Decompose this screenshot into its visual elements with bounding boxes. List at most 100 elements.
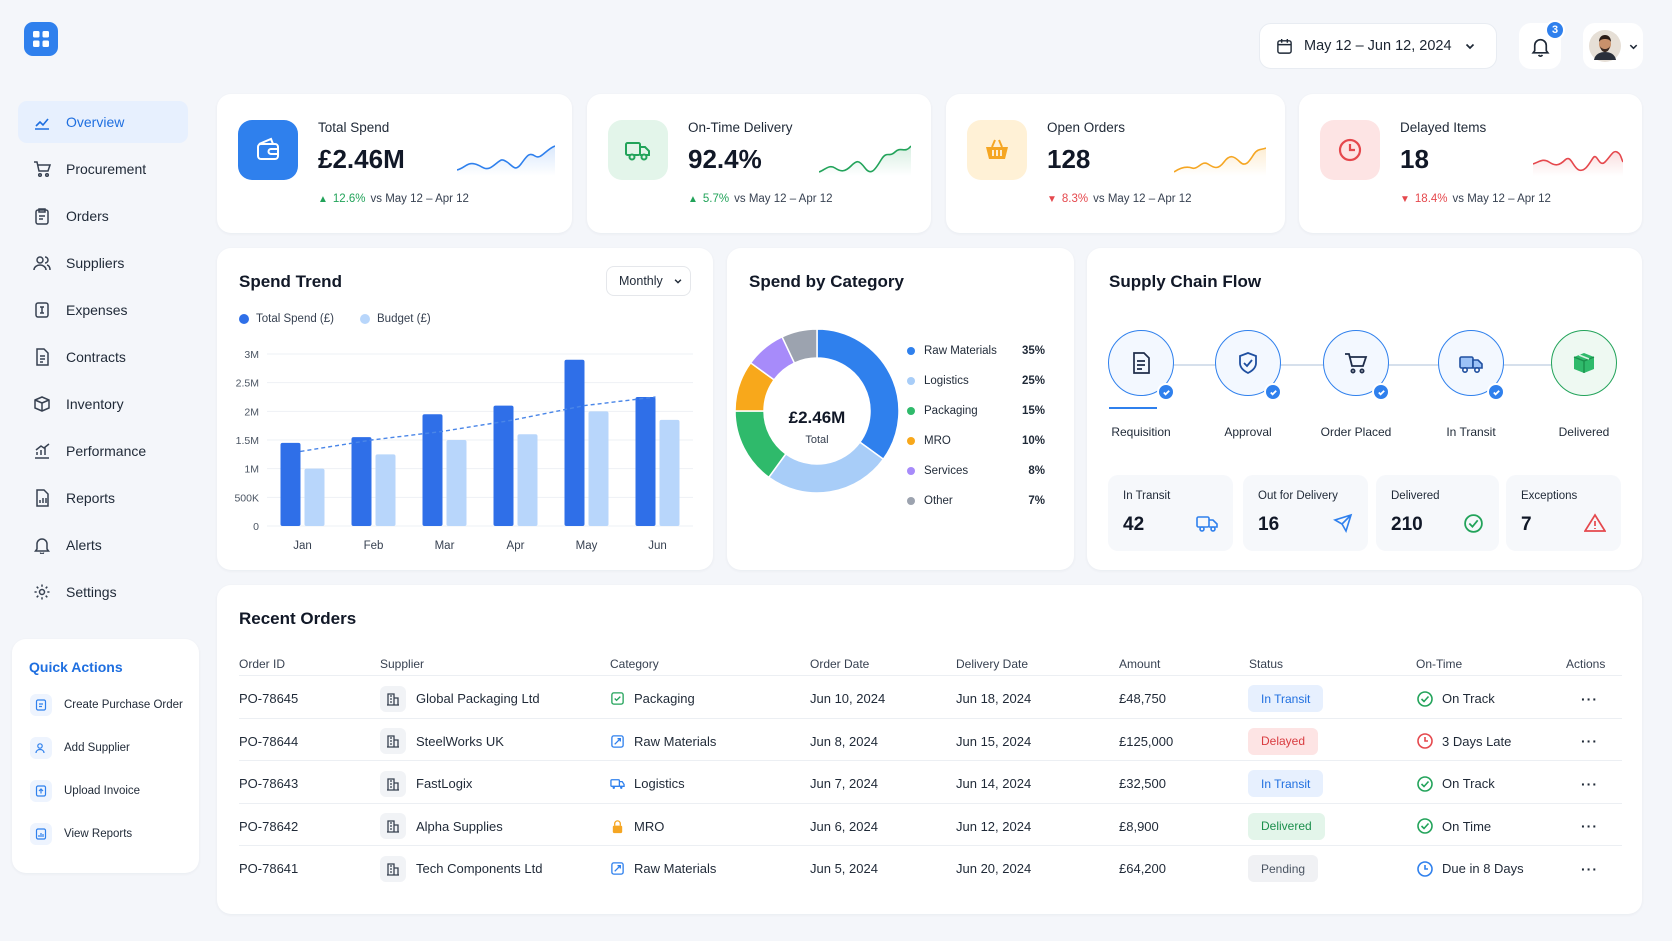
sidebar-item-overview[interactable]: Overview	[18, 101, 188, 143]
stage-requisition[interactable]	[1108, 330, 1175, 401]
stat-exceptions[interactable]: Exceptions 7	[1506, 475, 1621, 551]
recent-orders-card: Recent Orders	[217, 585, 1642, 914]
quick-action-add-supplier[interactable]: Add Supplier	[30, 737, 130, 759]
column-header-order-id[interactable]: Order ID	[239, 657, 286, 671]
stage-approval[interactable]	[1215, 330, 1282, 401]
y-tick-label: 1M	[244, 464, 259, 476]
date-range-picker[interactable]: May 12 – Jun 12, 2024	[1259, 23, 1497, 69]
sidebar-item-contracts[interactable]: Contracts	[18, 336, 188, 378]
sparkline	[1533, 150, 1623, 176]
table-row[interactable]: PO-78644 SteelWorks UK Raw Materials Jun 8,…	[239, 717, 1622, 763]
x-tick-label: Apr	[507, 540, 525, 552]
stat-delivered[interactable]: Delivered 210	[1376, 475, 1499, 551]
sidebar-item-inventory[interactable]: Inventory	[18, 383, 188, 425]
stat-in-transit[interactable]: In Transit 42	[1108, 475, 1233, 551]
status-badge: Delivered	[1248, 812, 1325, 840]
arrow-up-icon: ▲	[318, 193, 328, 205]
sidebar-item-procurement[interactable]: Procurement	[18, 148, 188, 190]
column-header-category[interactable]: Category	[610, 657, 659, 671]
bar-total-spend[interactable]	[422, 414, 443, 526]
on-time-text: Due in 8 Days	[1442, 861, 1524, 876]
row-actions-more-icon[interactable]: ···	[1581, 733, 1598, 749]
building-icon	[380, 685, 406, 712]
row-actions-more-icon[interactable]: ···	[1581, 690, 1598, 707]
kpi-delta: ▲ 5.7% vs May 12 – Apr 12	[688, 193, 833, 205]
stage-delivered[interactable]	[1551, 330, 1617, 396]
bar-total-spend[interactable]	[635, 397, 656, 526]
bar-total-spend[interactable]	[280, 442, 301, 526]
donut-slice[interactable]	[767, 441, 885, 494]
order-date: Jun 10, 2024	[810, 691, 886, 706]
table-row[interactable]: PO-78641 Tech Components Ltd Raw Materials…	[239, 845, 1622, 890]
y-tick-label: 2M	[244, 406, 259, 418]
category-title: Spend by Category	[749, 272, 904, 291]
row-actions-more-icon[interactable]: ···	[1581, 818, 1598, 834]
sidebar-item-alerts[interactable]: Alerts	[18, 524, 188, 566]
order-id[interactable]: PO-78643	[239, 776, 299, 791]
stat-value: 210	[1391, 514, 1423, 535]
chevron-down-icon	[1465, 43, 1474, 50]
y-tick-label: 2.5M	[236, 378, 259, 390]
stage-in-transit[interactable]	[1438, 330, 1505, 401]
table-row[interactable]: PO-78645 Global Packaging Ltd Packaging Jun…	[239, 675, 1622, 720]
category-legend-item: Other 7%	[907, 495, 1045, 507]
x-tick-label: Feb	[364, 540, 384, 552]
quick-action-create-purchase-order[interactable]: Create Purchase Order	[30, 694, 183, 716]
sidebar-item-suppliers[interactable]: Suppliers	[18, 242, 188, 284]
column-header-on-time[interactable]: On-Time	[1416, 657, 1463, 671]
app-logo[interactable]	[24, 22, 58, 56]
order-id[interactable]: PO-78645	[239, 691, 299, 706]
legend-total-spend: Total Spend (£)	[239, 313, 334, 325]
period-select[interactable]: Monthly	[606, 266, 691, 296]
donut-slice[interactable]	[781, 328, 818, 365]
kpi-delayed-items[interactable]: Delayed Items 18 ▼ 18.4% vs May 12 – Apr 1…	[1299, 94, 1642, 233]
bar-budget[interactable]	[446, 440, 467, 526]
bar-budget[interactable]	[304, 468, 325, 526]
bell-icon	[32, 535, 52, 555]
kpi-total-spend[interactable]: Total Spend £2.46M ▲ 12.6% vs May 12 – Apr…	[217, 94, 572, 233]
sidebar-item-orders[interactable]: Orders	[18, 195, 188, 237]
user-menu[interactable]	[1583, 23, 1643, 69]
sidebar-item-expenses[interactable]: Expenses	[18, 289, 188, 331]
kpi-value: 18	[1400, 144, 1429, 174]
bar-budget[interactable]	[375, 454, 396, 526]
bar-budget[interactable]	[659, 419, 680, 526]
category-pct: 15%	[1021, 405, 1045, 417]
order-id[interactable]: PO-78644	[239, 733, 299, 749]
kpi-on-time-delivery[interactable]: On-Time Delivery 92.4% ▲ 5.7% vs May 12 – …	[587, 94, 931, 233]
category-name: Packaging	[924, 405, 978, 417]
row-actions-more-icon[interactable]: ···	[1581, 860, 1598, 877]
kpi-open-orders[interactable]: Open Orders 128 ▼ 8.3% vs May 12 – Apr 12	[946, 94, 1285, 233]
table-row[interactable]: PO-78643 FastLogix Logistics Jun 7, 2024 Jun…	[239, 760, 1622, 805]
column-header-supplier[interactable]: Supplier	[380, 657, 425, 671]
bar-budget[interactable]	[517, 434, 538, 526]
stage-order-placed[interactable]	[1323, 330, 1390, 401]
bar-total-spend[interactable]	[493, 405, 514, 526]
sparkline	[1174, 147, 1266, 176]
amount: £8,900	[1119, 818, 1159, 834]
bar-total-spend[interactable]	[351, 437, 372, 526]
row-actions-more-icon[interactable]: ···	[1581, 775, 1598, 792]
column-header-order-date[interactable]: Order Date	[810, 657, 870, 671]
table-row[interactable]: PO-78642 Alpha Supplies MRO Jun 6, 2024 Jun …	[239, 802, 1622, 848]
stage-label: Requisition	[1111, 425, 1171, 439]
sidebar-item-label: Contracts	[66, 349, 126, 365]
quick-action-upload-invoice[interactable]: Upload Invoice	[30, 780, 140, 802]
sidebar-item-label: Overview	[66, 114, 125, 130]
column-header-delivery-date[interactable]: Delivery Date	[956, 657, 1029, 671]
stat-out-for-delivery[interactable]: Out for Delivery 16	[1243, 475, 1368, 551]
sidebar-item-settings[interactable]: Settings	[18, 571, 188, 613]
kpi-delta: ▲ 12.6% vs May 12 – Apr 12	[318, 193, 469, 205]
category-donut-chart	[734, 328, 900, 494]
bar-total-spend[interactable]	[564, 359, 585, 526]
sidebar-item-performance[interactable]: Performance	[18, 430, 188, 472]
sidebar-item-reports[interactable]: Reports	[18, 477, 188, 519]
order-id[interactable]: PO-78641	[239, 861, 299, 876]
stat-label: Delivered	[1391, 490, 1440, 502]
column-header-status[interactable]: Status	[1249, 657, 1284, 671]
column-header-amount[interactable]: Amount	[1119, 657, 1161, 671]
order-id[interactable]: PO-78642	[239, 818, 299, 834]
quick-action-view-reports[interactable]: View Reports	[30, 823, 132, 845]
bar-budget[interactable]	[588, 411, 609, 526]
raw-materials-icon	[611, 734, 624, 748]
